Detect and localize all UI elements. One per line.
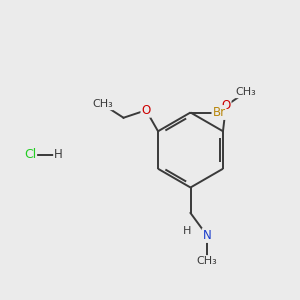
- Text: CH₃: CH₃: [235, 87, 256, 97]
- Text: N: N: [202, 229, 211, 242]
- Text: H: H: [183, 226, 192, 236]
- Text: H: H: [54, 148, 63, 161]
- Text: CH₃: CH₃: [196, 256, 218, 266]
- Text: CH₃: CH₃: [92, 99, 113, 109]
- Text: O: O: [221, 99, 231, 112]
- Text: Cl: Cl: [24, 148, 36, 161]
- Text: O: O: [141, 104, 151, 117]
- Text: Br: Br: [212, 106, 226, 119]
